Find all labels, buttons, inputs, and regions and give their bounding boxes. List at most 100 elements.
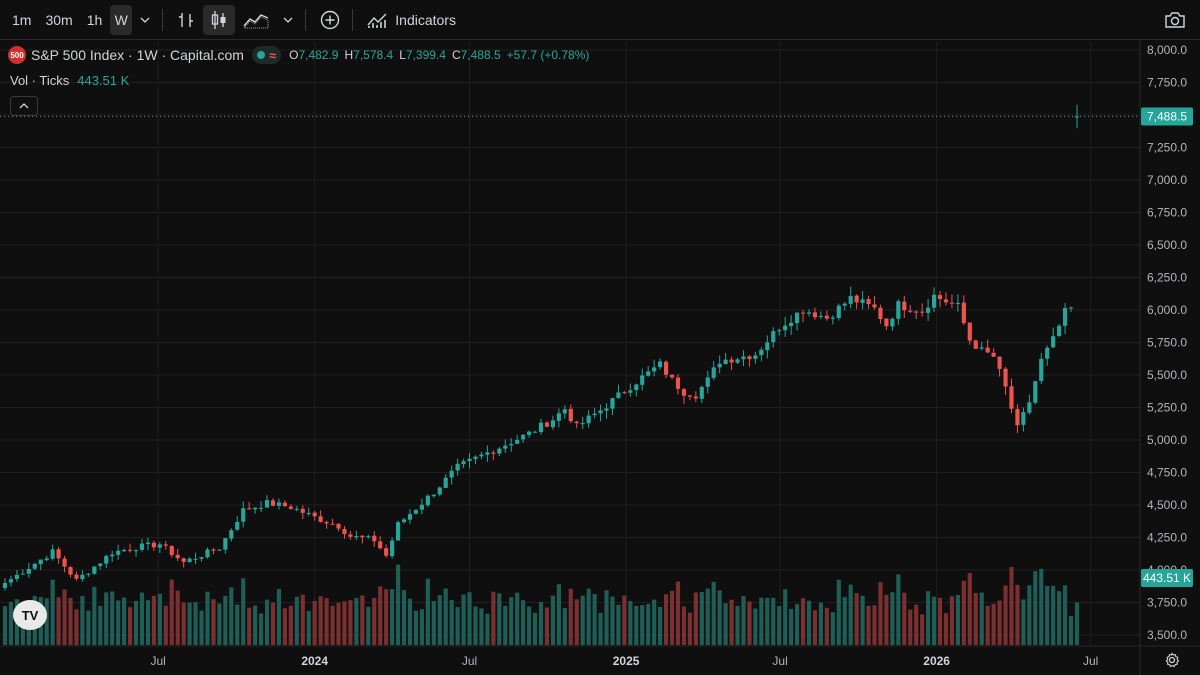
volume-bar bbox=[538, 601, 544, 645]
chart-type-dropdown-button[interactable] bbox=[277, 5, 299, 35]
candle-body bbox=[806, 312, 812, 314]
candle-body bbox=[264, 500, 270, 508]
volume-bar bbox=[1033, 571, 1038, 645]
candle-body bbox=[1063, 308, 1068, 326]
volume-bar bbox=[997, 600, 1002, 645]
low-label: L bbox=[399, 48, 406, 62]
interval-dropdown-button[interactable] bbox=[134, 5, 156, 35]
candle-body bbox=[973, 340, 978, 349]
candle-body bbox=[235, 521, 240, 530]
volume-bar bbox=[282, 608, 287, 645]
volume-bar bbox=[461, 594, 466, 645]
volume-bar bbox=[812, 610, 818, 645]
market-status-pill[interactable]: ≈ bbox=[251, 46, 282, 64]
volume-legend: Vol · Ticks 443.51 K bbox=[10, 73, 129, 88]
volume-bar bbox=[914, 604, 919, 645]
candle-body bbox=[592, 413, 597, 416]
interval-1h-button[interactable]: 1h bbox=[86, 11, 103, 28]
bar-chart-button[interactable] bbox=[171, 5, 201, 35]
collapse-legend-button[interactable] bbox=[10, 96, 38, 116]
candle-body bbox=[324, 522, 329, 524]
candle-body bbox=[920, 311, 925, 313]
candle-body bbox=[419, 504, 424, 510]
candle-body bbox=[943, 299, 949, 303]
volume-bar bbox=[806, 600, 812, 645]
volume-bar bbox=[455, 607, 460, 645]
volume-bar bbox=[949, 596, 955, 645]
snapshot-button[interactable] bbox=[1158, 5, 1192, 35]
volume-bar bbox=[574, 599, 579, 645]
volume-bar bbox=[92, 586, 97, 645]
volume-bar bbox=[122, 597, 127, 645]
tradingview-logo[interactable]: TV bbox=[13, 600, 47, 630]
volume-bar bbox=[366, 606, 371, 645]
candle-body bbox=[86, 573, 91, 575]
area-chart-button[interactable] bbox=[237, 5, 275, 35]
compare-symbol-button[interactable] bbox=[314, 5, 346, 35]
volume-bar bbox=[830, 612, 835, 645]
candle-body bbox=[461, 461, 466, 465]
volume-bar bbox=[235, 604, 240, 645]
volume-bar bbox=[1003, 585, 1008, 645]
volume-label[interactable]: Vol · Ticks bbox=[10, 73, 70, 88]
chart-settings-button[interactable] bbox=[1164, 652, 1180, 673]
candle-body bbox=[479, 454, 484, 457]
candle-body bbox=[312, 512, 317, 517]
volume-bar bbox=[515, 592, 520, 645]
candle-body bbox=[74, 574, 79, 579]
candle-body bbox=[777, 330, 782, 332]
volume-bar bbox=[783, 589, 788, 645]
volume-bar bbox=[62, 589, 67, 645]
volume-bar bbox=[1045, 586, 1050, 645]
indicators-button[interactable]: Indicators bbox=[361, 5, 462, 35]
volume-bar bbox=[229, 587, 234, 645]
candle-body bbox=[247, 508, 252, 510]
candle-body bbox=[348, 534, 353, 537]
volume-bar bbox=[56, 597, 61, 645]
candle-body bbox=[288, 506, 293, 509]
volume-bar bbox=[800, 598, 806, 645]
volume-bar bbox=[979, 592, 984, 645]
candles-chart-button[interactable] bbox=[203, 4, 236, 35]
volume-bar bbox=[443, 588, 448, 645]
interval-30m-button[interactable]: 30m bbox=[45, 11, 73, 28]
candle-body bbox=[145, 542, 151, 544]
interval-w-button[interactable]: W bbox=[110, 4, 133, 35]
candle-body bbox=[306, 512, 311, 514]
candle-body bbox=[890, 318, 895, 327]
volume-bar bbox=[878, 582, 883, 645]
candle-body bbox=[747, 356, 752, 360]
volume-bar bbox=[735, 605, 740, 645]
volume-bar bbox=[967, 573, 972, 645]
candle-body bbox=[193, 558, 198, 560]
candle-body bbox=[663, 361, 669, 375]
candle-body bbox=[681, 389, 687, 396]
candle-body bbox=[449, 470, 454, 478]
volume-bar bbox=[324, 598, 329, 645]
market-open-dot-icon bbox=[256, 51, 265, 59]
volume-bar bbox=[532, 612, 538, 645]
volume-bar bbox=[628, 601, 633, 645]
candle-body bbox=[217, 549, 222, 551]
top-toolbar: 1m 30m 1h W Indicators bbox=[0, 0, 1200, 40]
volume-bar bbox=[723, 603, 728, 645]
volume-bar bbox=[145, 600, 151, 645]
candle-body bbox=[729, 359, 734, 363]
volume-bar bbox=[336, 602, 341, 645]
volume-bar bbox=[491, 591, 496, 645]
volume-bar bbox=[550, 595, 555, 645]
candle-body bbox=[503, 445, 508, 449]
chevron-down-icon bbox=[283, 17, 293, 23]
candle-body bbox=[116, 550, 121, 555]
candle-body bbox=[360, 535, 365, 538]
candle-body bbox=[509, 444, 514, 446]
volume-bar bbox=[390, 589, 395, 645]
volume-bar bbox=[110, 591, 115, 645]
volume-bar bbox=[920, 614, 925, 645]
candle-body bbox=[139, 543, 145, 550]
candle-body bbox=[1027, 402, 1032, 413]
interval-1m-button[interactable]: 1m bbox=[12, 11, 32, 28]
volume-bar bbox=[634, 605, 639, 645]
symbol-title[interactable]: S&P 500 Index · 1W · Capital.com bbox=[31, 47, 244, 63]
